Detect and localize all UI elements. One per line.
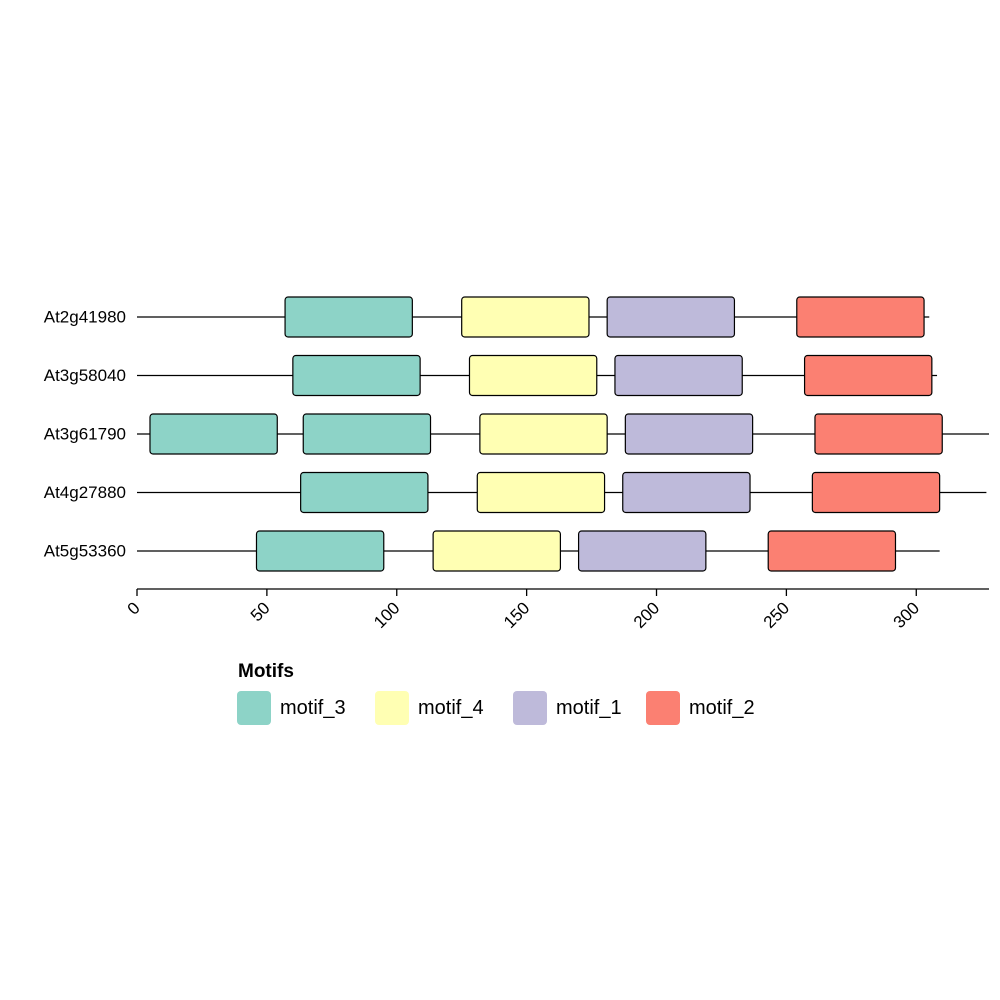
motif-box-motif-2 — [796, 296, 925, 338]
motif-box-motif-4 — [476, 471, 606, 514]
x-tick-label: 0 — [124, 598, 144, 618]
gene-label: At3g58040 — [44, 366, 126, 385]
motif-box-motif-4 — [461, 296, 590, 338]
motif-box-motif-4 — [479, 413, 608, 455]
gene-label: At4g27880 — [44, 483, 126, 502]
legend-swatch — [375, 691, 409, 725]
x-tick-label: 300 — [890, 598, 923, 631]
gene-label: At5g53360 — [44, 542, 126, 561]
legend-title: Motifs — [238, 661, 294, 682]
motif-box-motif-4 — [432, 530, 562, 572]
gene-row: At3g61790 — [44, 413, 989, 455]
motif-box-motif-1 — [622, 471, 751, 514]
motif-box-motif-2 — [803, 354, 933, 397]
gene-row: At2g41980 — [44, 296, 930, 338]
gene-row: At4g27880 — [44, 471, 987, 514]
gene-rows: At2g41980 At3g58040 At3g61790 At4g27880 At5g… — [44, 296, 989, 572]
legend: Motifs motif_3 motif_4 motif_1 motif_2 — [237, 661, 755, 725]
motif-box-motif-1 — [614, 354, 743, 397]
legend-label: motif_3 — [280, 697, 346, 719]
motif-box-motif-2 — [814, 413, 943, 455]
x-tick-label: 100 — [370, 598, 403, 631]
legend-item: motif_4 — [375, 691, 484, 725]
motif-box-motif-3 — [149, 413, 278, 455]
gene-label: At3g61790 — [44, 425, 126, 444]
legend-item: motif_3 — [237, 691, 346, 725]
legend-label: motif_2 — [689, 697, 755, 719]
legend-swatch — [646, 691, 680, 725]
legend-swatch — [513, 691, 547, 725]
x-tick-label: 200 — [630, 598, 663, 631]
motif-box-motif-2 — [767, 530, 897, 572]
legend-item: motif_1 — [513, 691, 622, 725]
motif-box-motif-3 — [292, 354, 421, 397]
legend-label: motif_1 — [556, 697, 622, 719]
gene-row: At3g58040 — [44, 354, 938, 397]
motif-box-motif-1 — [624, 413, 754, 455]
x-tick-label: 50 — [247, 598, 274, 625]
motif-box-motif-3 — [300, 471, 429, 514]
legend-swatch — [237, 691, 271, 725]
motif-box-motif-3 — [255, 530, 385, 572]
legend-item: motif_2 — [646, 691, 755, 725]
gene-label: At2g41980 — [44, 308, 126, 327]
motif-box-motif-4 — [468, 354, 598, 397]
legend-label: motif_4 — [418, 697, 484, 719]
motif-box-motif-1 — [577, 530, 707, 572]
motif-box-motif-1 — [606, 296, 736, 338]
motif-box-motif-3 — [284, 296, 413, 338]
x-tick-label: 250 — [760, 598, 793, 631]
motif-box-motif-3 — [302, 413, 432, 455]
motif-box-motif-2 — [811, 471, 941, 514]
x-axis: 0 50 100 150 200 250 300 — [124, 588, 989, 632]
x-tick-label: 150 — [500, 598, 533, 631]
gene-row: At5g53360 — [44, 530, 940, 572]
